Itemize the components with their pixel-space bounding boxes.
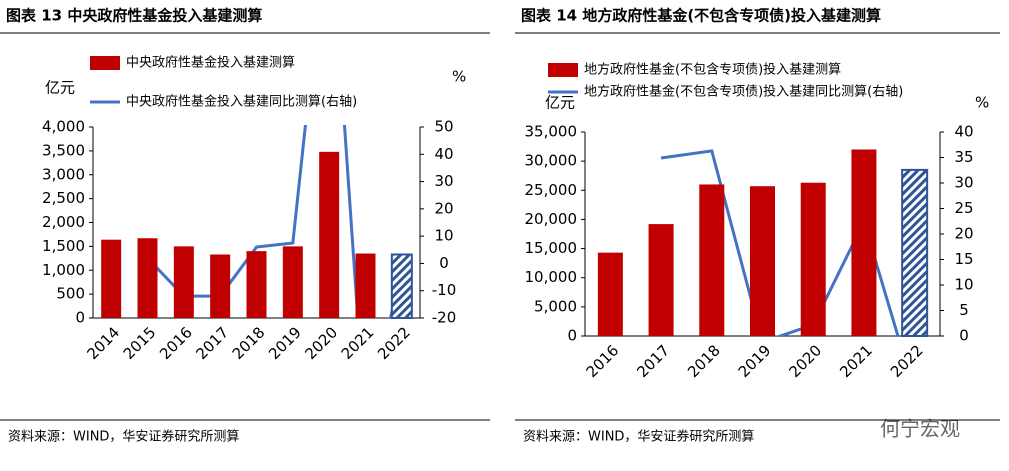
y2-tick-label: 0 (439, 254, 449, 272)
bar (210, 254, 231, 318)
legend-label: 中央政府性基金投入基建测算 (126, 55, 295, 71)
y-tick-label: 30,000 (525, 152, 578, 170)
y2-axis-label: % (452, 68, 466, 86)
y-tick-label: 3,500 (42, 141, 85, 159)
y2-tick-label: 0 (959, 327, 969, 345)
y-tick-label: 500 (56, 285, 85, 303)
x-tick-label: 2016 (583, 341, 623, 381)
y2-tick-label: 35 (954, 148, 973, 166)
x-tick-label: 2021 (836, 341, 876, 381)
x-tick-label: 2017 (633, 341, 673, 381)
y-tick-label: 2,000 (42, 213, 85, 231)
bar (851, 149, 877, 336)
bar (390, 253, 413, 319)
y-tick-label: 1,000 (42, 261, 85, 279)
bar (597, 252, 623, 336)
bar (699, 184, 725, 336)
y-tick-label: 5,000 (534, 297, 577, 315)
legend-swatch (90, 56, 120, 70)
source: 资料来源：WIND，华安证券研究所测算 (523, 429, 754, 445)
x-tick-label: 2017 (192, 323, 232, 363)
y2-tick-label: 20 (954, 225, 973, 243)
bar (648, 224, 674, 336)
y-tick-label: 1,500 (42, 237, 85, 255)
legend-label: 地方政府性基金(不包含专项债)投入基建同比测算(右轴) (584, 84, 903, 100)
y-tick-label: 15,000 (525, 239, 578, 257)
bar (173, 246, 194, 318)
legend-label: 地方政府性基金(不包含专项债)投入基建测算 (584, 62, 841, 78)
x-tick-label: 2019 (735, 341, 775, 381)
y-tick-label: 0 (75, 309, 85, 327)
bar (319, 151, 340, 318)
chart-title: 图表 13 中央政府性基金投入基建测算 (6, 7, 262, 25)
x-tick-label: 2019 (265, 323, 305, 363)
x-tick-label: 2020 (785, 341, 825, 381)
x-tick-label: 2022 (887, 341, 927, 381)
y-tick-label: 35,000 (525, 123, 578, 141)
y2-tick-label: 5 (959, 301, 969, 319)
bar (137, 238, 158, 318)
y2-tick-label: 20 (434, 199, 453, 217)
x-tick-label: 2014 (83, 323, 123, 363)
y2-tick-label: 50 (434, 118, 453, 136)
source: 资料来源：WIND，华安证券研究所测算 (8, 429, 239, 445)
legend-swatch (548, 63, 578, 77)
y-tick-label: 3,000 (42, 165, 85, 183)
y2-tick-label: 10 (434, 227, 453, 245)
y-tick-label: 2,500 (42, 189, 85, 207)
chart-title: 图表 14 地方政府性基金(不包含专项债)投入基建测算 (521, 7, 881, 25)
bar (246, 251, 267, 318)
bar (101, 239, 122, 318)
y2-tick-label: 15 (954, 250, 973, 268)
bar (750, 186, 775, 336)
y2-tick-label: 25 (954, 199, 973, 217)
y2-axis-label: % (975, 94, 989, 112)
y2-tick-label: 10 (954, 276, 973, 294)
bar (282, 246, 303, 318)
x-tick-label: 2016 (156, 323, 196, 363)
x-tick-label: 2020 (301, 323, 341, 363)
x-tick-label: 2018 (229, 323, 269, 363)
y2-tick-label: 30 (954, 174, 973, 192)
y-axis-label: 亿元 (545, 94, 575, 112)
y-tick-label: 0 (567, 327, 577, 345)
bar (901, 168, 929, 337)
x-tick-label: 2015 (120, 323, 160, 363)
y2-tick-label: 40 (954, 123, 973, 141)
bar (800, 182, 826, 336)
y-tick-label: 20,000 (525, 210, 578, 228)
x-tick-label: 2021 (338, 323, 378, 363)
y-tick-label: 25,000 (525, 181, 578, 199)
y-tick-label: 10,000 (525, 268, 578, 286)
y2-tick-label: 40 (434, 145, 453, 163)
x-tick-label: 2022 (374, 323, 414, 363)
y-axis-label: 亿元 (45, 79, 75, 97)
legend-label: 中央政府性基金投入基建同比测算(右轴) (126, 94, 357, 110)
y2-tick-label: -10 (432, 281, 457, 299)
y-tick-label: 4,000 (42, 118, 85, 136)
y2-tick-label: -20 (432, 309, 457, 327)
bar (355, 253, 376, 318)
y2-tick-label: 30 (434, 172, 453, 190)
x-tick-label: 2018 (684, 341, 724, 381)
